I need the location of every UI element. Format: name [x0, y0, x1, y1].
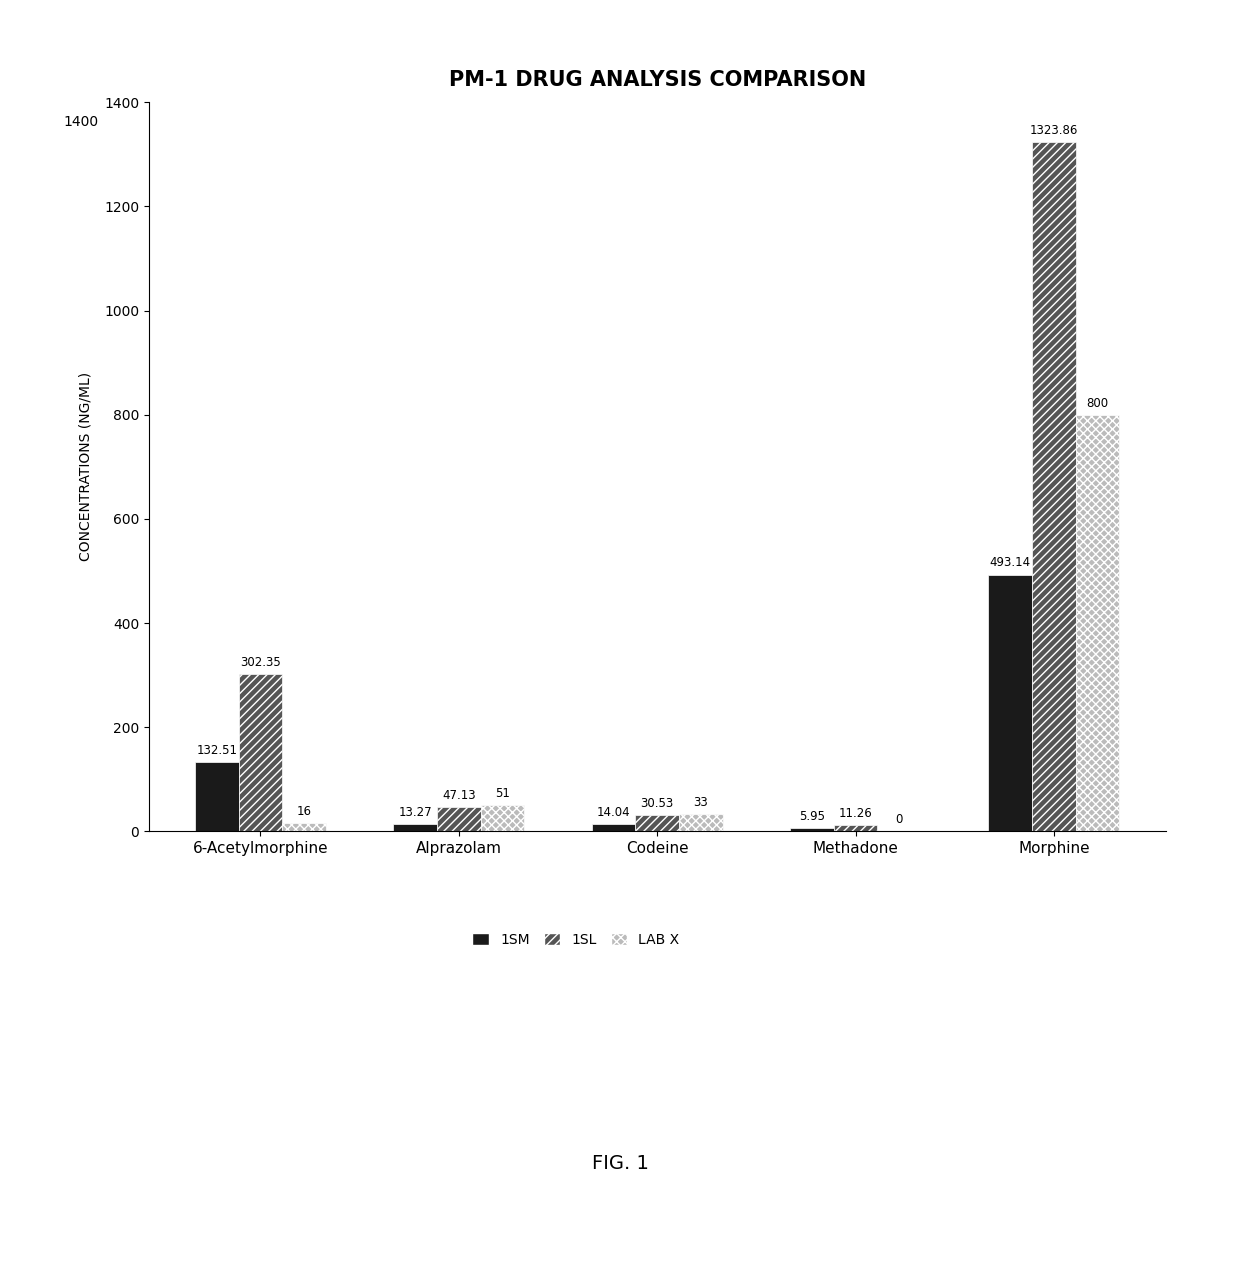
Bar: [436, 807, 481, 831]
Text: 33: 33: [693, 796, 708, 808]
Text: 13.27: 13.27: [398, 806, 432, 820]
Text: 493.14: 493.14: [990, 556, 1030, 569]
Bar: [481, 804, 525, 831]
Text: 47.13: 47.13: [441, 789, 476, 802]
Text: FIG. 1: FIG. 1: [591, 1155, 649, 1173]
Bar: [195, 762, 238, 831]
Bar: [1076, 414, 1120, 831]
Text: 30.53: 30.53: [641, 797, 673, 810]
Text: 1323.86: 1323.86: [1029, 124, 1078, 137]
Bar: [635, 816, 680, 831]
Bar: [393, 825, 436, 831]
Text: 5.95: 5.95: [799, 810, 825, 824]
Text: 51: 51: [495, 787, 510, 799]
Bar: [833, 825, 878, 831]
Text: 16: 16: [296, 804, 311, 817]
Bar: [238, 674, 283, 831]
Bar: [790, 829, 833, 831]
Text: 0: 0: [895, 813, 903, 826]
Bar: [283, 822, 326, 831]
Bar: [680, 815, 723, 831]
Text: 800: 800: [1086, 396, 1109, 409]
Text: 14.04: 14.04: [596, 806, 630, 819]
Bar: [1032, 142, 1076, 831]
Text: 302.35: 302.35: [241, 656, 280, 669]
Bar: [591, 824, 635, 831]
Title: PM-1 DRUG ANALYSIS COMPARISON: PM-1 DRUG ANALYSIS COMPARISON: [449, 69, 866, 90]
Legend: 1SM, 1SL, LAB X: 1SM, 1SL, LAB X: [465, 926, 687, 954]
Text: 132.51: 132.51: [196, 744, 237, 757]
Y-axis label: CONCENTRATIONS (NG/ML): CONCENTRATIONS (NG/ML): [79, 372, 93, 561]
Text: 1400: 1400: [63, 115, 98, 128]
Text: 11.26: 11.26: [838, 807, 873, 820]
Bar: [988, 574, 1032, 831]
